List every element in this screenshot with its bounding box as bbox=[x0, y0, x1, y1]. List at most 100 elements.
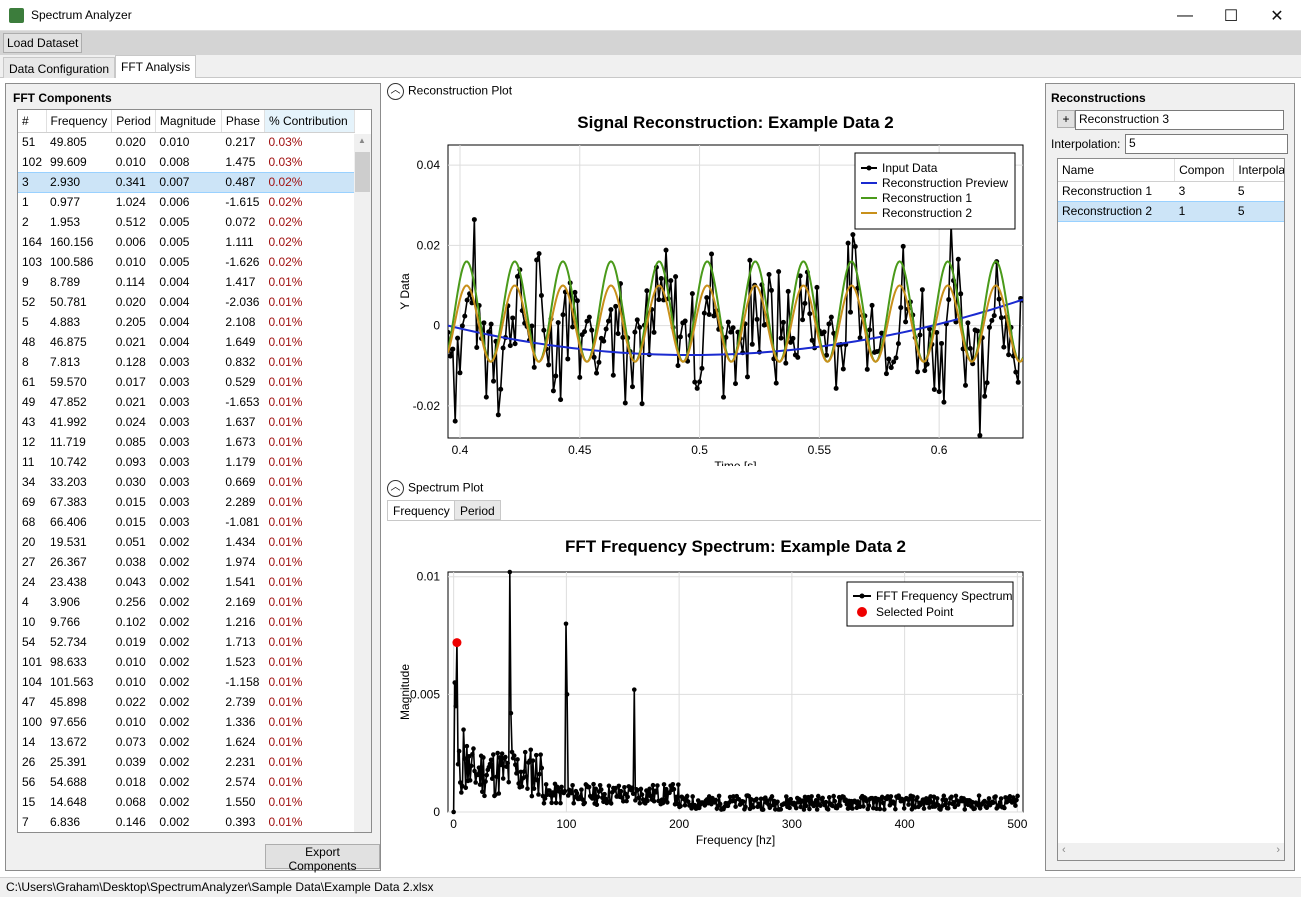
column-header[interactable]: % Contribution bbox=[264, 110, 355, 133]
minimize-button[interactable]: — bbox=[1177, 6, 1193, 24]
table-cell: 0.004 bbox=[159, 295, 190, 309]
table-row[interactable]: 14 13.672 0.073 0.002 1.624 0.01% bbox=[18, 732, 354, 752]
table-cell: 2 bbox=[22, 215, 29, 229]
export-components-button[interactable]: Export Components bbox=[265, 844, 380, 873]
maximize-button[interactable]: ☐ bbox=[1223, 7, 1239, 25]
table-cell: 24 bbox=[22, 575, 36, 589]
table-cell: 0.01% bbox=[268, 795, 303, 809]
table-row[interactable]: 54 52.734 0.019 0.002 1.713 0.01% bbox=[18, 632, 354, 652]
table-row[interactable]: 20 19.531 0.051 0.002 1.434 0.01% bbox=[18, 532, 354, 552]
table-row[interactable]: 103 100.586 0.010 0.005 -1.626 0.02% bbox=[18, 252, 354, 272]
input-data-point bbox=[507, 343, 513, 349]
reconstruction-chart[interactable]: Signal Reconstruction: Example Data 2 0.4… bbox=[387, 106, 1039, 466]
column-header[interactable]: Compon bbox=[1174, 159, 1235, 182]
table-row[interactable]: 47 45.898 0.022 0.002 2.739 0.01% bbox=[18, 692, 354, 712]
reconstructions-table: Name Compon Interpola Reconstruction 1 3 5 Re… bbox=[1058, 159, 1284, 222]
table-row[interactable]: 3 2.930 0.341 0.007 0.487 0.02% bbox=[18, 171, 355, 193]
chevron-up-icon[interactable]: ︿ bbox=[387, 83, 404, 100]
table-row[interactable]: 43 41.992 0.024 0.003 1.637 0.01% bbox=[18, 412, 354, 432]
table-row[interactable]: 2 1.953 0.512 0.005 0.072 0.02% bbox=[18, 212, 354, 232]
input-data-point bbox=[924, 361, 930, 367]
input-data-point bbox=[512, 341, 518, 347]
scroll-up-icon[interactable]: ▲ bbox=[358, 136, 366, 145]
column-header[interactable]: Interpola bbox=[1233, 159, 1284, 182]
tab-fft-analysis[interactable]: FFT Analysis bbox=[115, 55, 197, 78]
table-cell: 1.713 bbox=[225, 635, 256, 649]
column-header[interactable]: Phase bbox=[221, 110, 265, 133]
fft-components-grid[interactable]: # Frequency Period Magnitude Phase% Contribu… bbox=[17, 109, 372, 833]
fft-spectrum-point bbox=[844, 801, 850, 807]
table-row[interactable]: 5 4.883 0.205 0.004 2.108 0.01% bbox=[18, 312, 354, 332]
table-cell: 23.438 bbox=[50, 575, 87, 589]
reconstruction-name-input[interactable]: Reconstruction 3 bbox=[1075, 110, 1284, 130]
table-row[interactable]: 7 6.836 0.146 0.002 0.393 0.01% bbox=[18, 812, 354, 832]
input-data-point bbox=[915, 369, 921, 375]
vertical-scrollbar[interactable]: ▲ bbox=[354, 134, 371, 832]
table-row[interactable]: 61 59.570 0.017 0.003 0.529 0.01% bbox=[18, 372, 354, 392]
table-row[interactable]: 11 10.742 0.093 0.003 1.179 0.01% bbox=[18, 452, 354, 472]
add-reconstruction-button[interactable]: + bbox=[1057, 110, 1075, 128]
reconstructions-grid[interactable]: Name Compon Interpola Reconstruction 1 3 5 Re… bbox=[1057, 158, 1285, 861]
spectrum-plot-expander[interactable]: ︿ Spectrum Plot bbox=[387, 480, 483, 497]
scroll-right-icon[interactable]: › bbox=[1276, 844, 1280, 856]
column-header[interactable]: Frequency bbox=[46, 110, 113, 133]
input-data-point bbox=[615, 331, 621, 337]
fft-spectrum-point bbox=[462, 756, 467, 761]
table-row[interactable]: 52 50.781 0.020 0.004 -2.036 0.01% bbox=[18, 292, 354, 312]
column-header[interactable]: Magnitude bbox=[155, 110, 222, 133]
table-row[interactable]: 49 47.852 0.021 0.003 -1.653 0.01% bbox=[18, 392, 354, 412]
y-tick-label: -0.02 bbox=[413, 399, 441, 413]
tab-data-configuration[interactable]: Data Configuration bbox=[3, 57, 116, 78]
table-row[interactable]: 104 101.563 0.010 0.002 -1.158 0.01% bbox=[18, 672, 354, 692]
table-row[interactable]: 48 46.875 0.021 0.004 1.649 0.01% bbox=[18, 332, 354, 352]
horizontal-scrollbar[interactable]: ‹ › bbox=[1058, 843, 1284, 860]
reconstruction-plot-expander[interactable]: ︿ Reconstruction Plot bbox=[387, 83, 512, 100]
table-cell: 1.336 bbox=[225, 715, 256, 729]
scroll-left-icon[interactable]: ‹ bbox=[1062, 844, 1066, 856]
input-data-point bbox=[462, 313, 468, 319]
table-row[interactable]: 24 23.438 0.043 0.002 1.541 0.01% bbox=[18, 572, 354, 592]
table-row[interactable]: 101 98.633 0.010 0.002 1.523 0.01% bbox=[18, 652, 354, 672]
fft-spectrum-point bbox=[949, 794, 954, 800]
table-row[interactable]: Reconstruction 1 3 5 bbox=[1058, 181, 1284, 201]
chevron-up-icon[interactable]: ︿ bbox=[387, 480, 404, 497]
interpolation-input[interactable]: 5 bbox=[1125, 134, 1288, 154]
table-row[interactable]: 15 14.648 0.068 0.002 1.550 0.01% bbox=[18, 792, 354, 812]
column-header[interactable]: # bbox=[18, 110, 47, 133]
scrollbar-thumb[interactable] bbox=[355, 152, 370, 192]
table-cell: 13.672 bbox=[50, 735, 87, 749]
table-row[interactable]: 26 25.391 0.039 0.002 2.231 0.01% bbox=[18, 752, 354, 772]
fft-spectrum-point bbox=[1014, 797, 1019, 803]
fft-spectrum-point bbox=[663, 786, 669, 792]
table-row[interactable]: 102 99.609 0.010 0.008 1.475 0.03% bbox=[18, 152, 354, 172]
table-row[interactable]: 34 33.203 0.030 0.003 0.669 0.01% bbox=[18, 472, 354, 492]
table-row[interactable]: 27 26.367 0.038 0.002 1.974 0.01% bbox=[18, 552, 354, 572]
table-row[interactable]: 1 0.977 1.024 0.006 -1.615 0.02% bbox=[18, 192, 354, 212]
tab-period[interactable]: Period bbox=[454, 500, 501, 520]
table-row[interactable]: 68 66.406 0.015 0.003 -1.081 0.01% bbox=[18, 512, 354, 532]
close-button[interactable]: ✕ bbox=[1270, 7, 1284, 25]
x-tick-label: 0.6 bbox=[931, 443, 948, 457]
table-row[interactable]: 56 54.688 0.018 0.002 2.574 0.01% bbox=[18, 772, 354, 792]
table-row[interactable]: 9 8.789 0.114 0.004 1.417 0.01% bbox=[18, 272, 354, 292]
table-row[interactable]: 10 9.766 0.102 0.002 1.216 0.01% bbox=[18, 612, 354, 632]
tab-frequency[interactable]: Frequency bbox=[387, 500, 456, 520]
column-header[interactable]: Name bbox=[1058, 159, 1176, 182]
table-row[interactable]: 164 160.156 0.006 0.005 1.111 0.02% bbox=[18, 232, 354, 252]
table-row[interactable]: 100 97.656 0.010 0.002 1.336 0.01% bbox=[18, 712, 354, 732]
table-row[interactable]: 4 3.906 0.256 0.002 2.169 0.01% bbox=[18, 592, 354, 612]
table-row[interactable]: 51 49.805 0.020 0.010 0.217 0.03% bbox=[18, 132, 354, 152]
column-header[interactable]: Period bbox=[111, 110, 156, 133]
fft-spectrum-point bbox=[593, 786, 599, 792]
fft-spectrum-point bbox=[535, 777, 540, 783]
fft-spectrum-point bbox=[525, 786, 530, 791]
input-data-point bbox=[586, 314, 592, 320]
load-dataset-button[interactable]: Load Dataset bbox=[3, 33, 83, 53]
spectrum-chart[interactable]: FFT Frequency Spectrum: Example Data 2 0 1… bbox=[387, 524, 1039, 864]
table-row[interactable]: 12 11.719 0.085 0.003 1.673 0.01% bbox=[18, 432, 354, 452]
table-cell: 0.010 bbox=[115, 255, 146, 269]
table-row[interactable]: 69 67.383 0.015 0.003 2.289 0.01% bbox=[18, 492, 354, 512]
table-row[interactable]: 8 7.813 0.128 0.003 0.832 0.01% bbox=[18, 352, 354, 372]
table-cell: 27 bbox=[22, 555, 36, 569]
